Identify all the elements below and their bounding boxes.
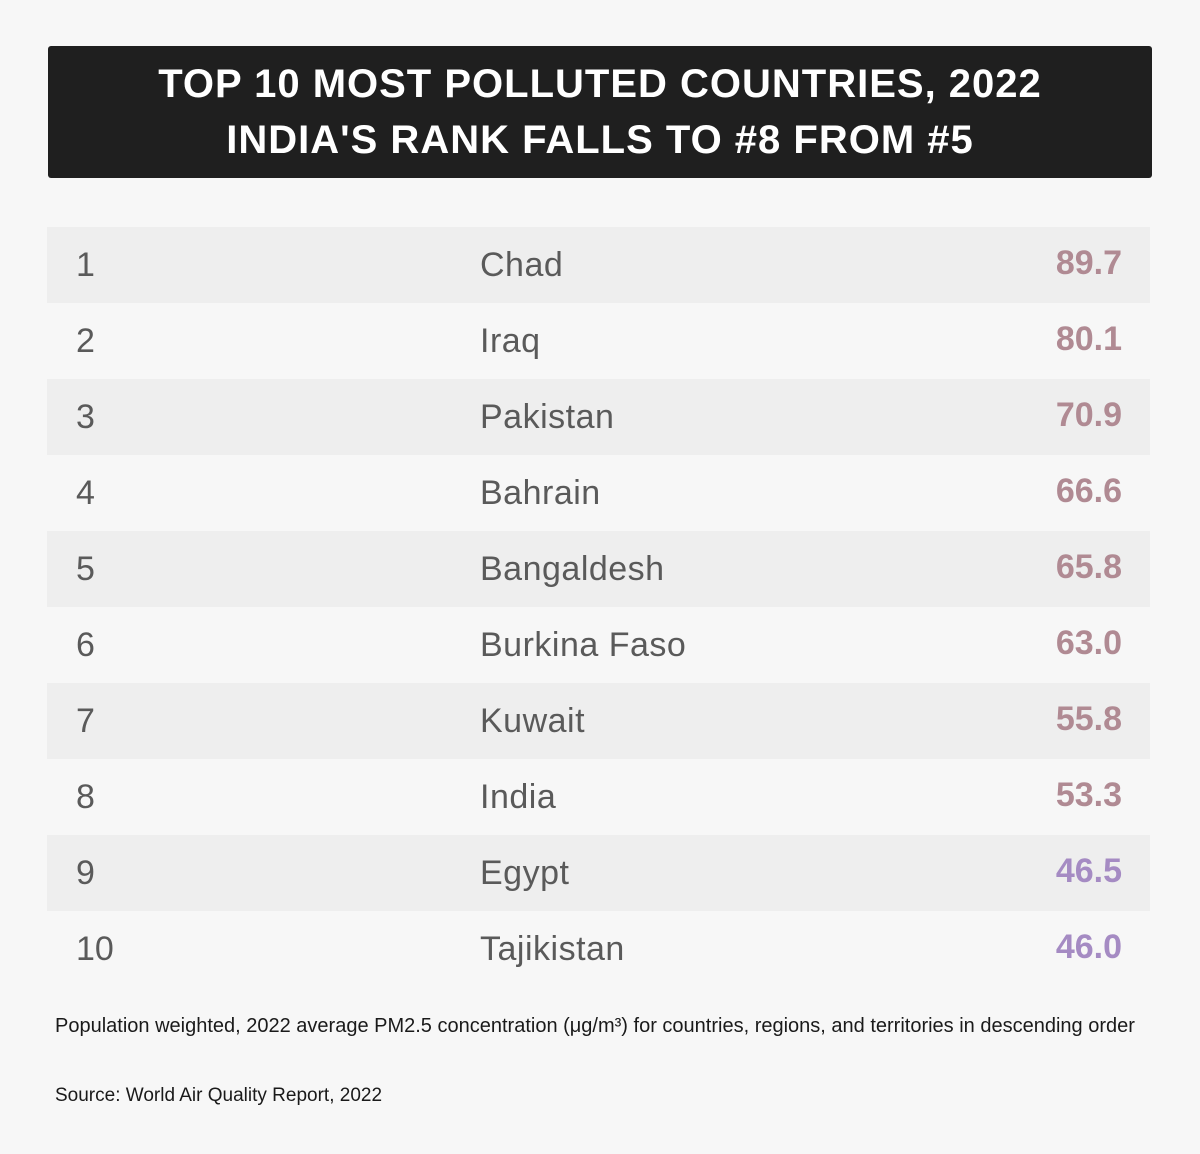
pm25-value-cell: 55.8 <box>1055 700 1122 738</box>
pm25-value-cell: 46.5 <box>1055 852 1122 890</box>
pm25-value-cell: 80.1 <box>1055 320 1122 358</box>
country-cell: Egypt <box>480 854 570 892</box>
table-row: 8 India 53.3 <box>47 759 1150 835</box>
country-cell: Pakistan <box>480 398 615 436</box>
rank-cell: 6 <box>76 626 95 664</box>
country-cell: Tajikistan <box>480 930 625 968</box>
table-row: 3 Pakistan 70.9 <box>47 379 1150 455</box>
ranking-table: 1 Chad 89.7 2 Iraq 80.1 3 Pakistan 70.9 4 Bahrain 6… <box>47 227 1150 987</box>
footnote: Population weighted, 2022 average PM2.5 … <box>55 1015 1135 1037</box>
title-banner: TOP 10 MOST POLLUTED COUNTRIES, 2022 IND… <box>48 46 1152 178</box>
pm25-value-cell: 46.0 <box>1055 928 1122 966</box>
table-row: 4 Bahrain 66.6 <box>47 455 1150 531</box>
country-cell: Bangaldesh <box>480 550 665 588</box>
country-cell: Chad <box>480 246 564 284</box>
country-cell: Burkina Faso <box>480 626 687 664</box>
rank-cell: 4 <box>76 474 95 512</box>
pm25-value-cell: 66.6 <box>1055 472 1122 510</box>
country-cell: Iraq <box>480 322 541 360</box>
table-row: 9 Egypt 46.5 <box>47 835 1150 911</box>
country-cell: Bahrain <box>480 474 601 512</box>
source-note: Source: World Air Quality Report, 2022 <box>55 1085 383 1106</box>
table-row: 6 Burkina Faso 63.0 <box>47 607 1150 683</box>
pm25-value-cell: 89.7 <box>1055 244 1122 282</box>
rank-cell: 7 <box>76 702 95 740</box>
table-row: 2 Iraq 80.1 <box>47 303 1150 379</box>
table-row: 7 Kuwait 55.8 <box>47 683 1150 759</box>
pm25-value-cell: 63.0 <box>1055 624 1122 662</box>
table-row: 5 Bangaldesh 65.8 <box>47 531 1150 607</box>
rank-cell: 3 <box>76 398 95 436</box>
pm25-value-cell: 70.9 <box>1055 396 1122 434</box>
pm25-value-cell: 53.3 <box>1055 776 1122 814</box>
country-cell: India <box>480 778 557 816</box>
rank-cell: 2 <box>76 322 95 360</box>
rank-cell: 10 <box>76 930 114 968</box>
chart-title: TOP 10 MOST POLLUTED COUNTRIES, 2022 <box>158 62 1042 106</box>
chart-subtitle: INDIA'S RANK FALLS TO #8 FROM #5 <box>226 118 974 162</box>
table-row: 1 Chad 89.7 <box>47 227 1150 303</box>
table-row: 10 Tajikistan 46.0 <box>47 911 1150 987</box>
rank-cell: 9 <box>76 854 95 892</box>
rank-cell: 8 <box>76 778 95 816</box>
pm25-value-cell: 65.8 <box>1055 548 1122 586</box>
country-cell: Kuwait <box>480 702 586 740</box>
rank-cell: 5 <box>76 550 95 588</box>
rank-cell: 1 <box>76 246 95 284</box>
